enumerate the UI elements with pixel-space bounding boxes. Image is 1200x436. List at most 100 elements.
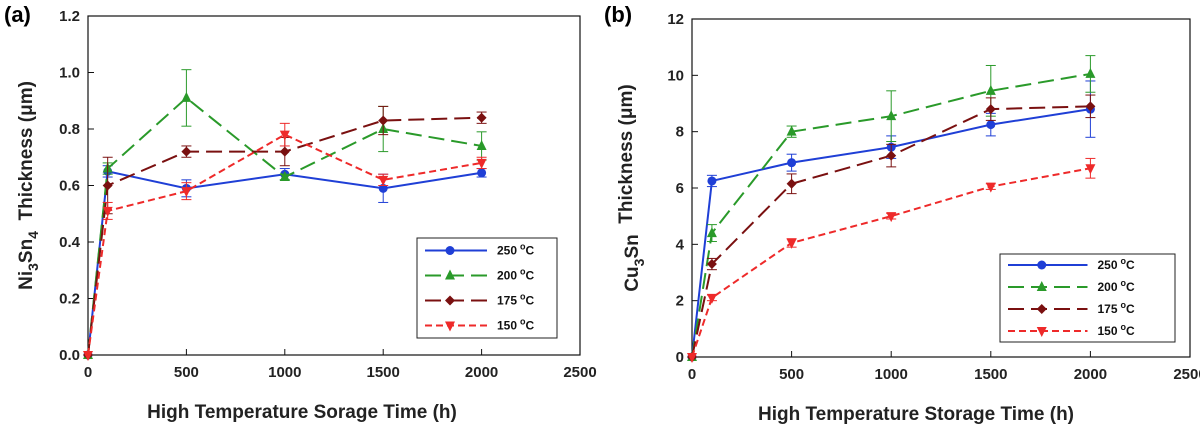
y-axis-title-part: Ni — [16, 271, 37, 290]
y-tick-label: 10 — [667, 67, 684, 84]
series-150 — [687, 157, 1096, 363]
legend-unit: C — [526, 294, 535, 308]
data-point-175 — [279, 146, 290, 157]
data-point-200 — [279, 171, 290, 182]
panel-label: (a) — [4, 2, 31, 27]
data-point-175 — [1085, 101, 1096, 112]
data-point-150 — [786, 238, 797, 249]
chart-panel-a: (a) 0 500 1000 1500 2000 2500 0.0 0.2 0.4 0.6 0.8 1.… — [0, 0, 600, 431]
chart-panel-b: (b) 0 500 1000 1500 2000 2500 0 2 4 6 8 10 12 High Tem… — [600, 0, 1200, 431]
data-point-250 — [787, 158, 797, 168]
legend-box — [999, 253, 1176, 343]
series-line-250 — [691, 108, 1091, 358]
x-tick-label: 1000 — [268, 364, 301, 381]
chart-svg-a: (a) 0 500 1000 1500 2000 2500 0.0 0.2 0.4 0.6 0.8 1.… — [4, 2, 597, 423]
x-tick-label: 1000 — [875, 366, 908, 383]
y-axis-title-part: Cu — [622, 266, 643, 291]
legend-value: 175 — [1098, 302, 1118, 316]
data-point-175 — [378, 115, 389, 126]
legend-marker-200 — [1036, 281, 1047, 291]
legend-value: 250 — [1098, 258, 1118, 272]
data-point-175 — [706, 259, 717, 270]
legend-value: 175 — [497, 294, 517, 308]
y-axis-title-part: Sn — [622, 234, 643, 258]
legend-marker-250 — [1037, 260, 1047, 270]
y-axis-title-part: 3 — [631, 258, 647, 266]
data-point-175 — [181, 146, 192, 157]
y-tick-label: 1.2 — [59, 8, 80, 25]
legend-value: 200 — [497, 269, 517, 283]
legend-label-150: 150 oC — [1098, 322, 1136, 338]
legend-degree: o — [520, 267, 526, 277]
x-tick-label: 2000 — [465, 364, 498, 381]
legend-marker-200 — [445, 269, 455, 280]
legend-label-200: 200 oC — [497, 267, 535, 283]
legend-marker-250 — [445, 246, 455, 255]
legend-unit: C — [526, 319, 535, 333]
legend-unit: C — [526, 244, 535, 258]
y-tick-label: 0.8 — [59, 121, 80, 138]
legend-label-175: 175 oC — [497, 292, 535, 308]
series-150 — [83, 122, 487, 361]
legend-unit: C — [1126, 280, 1135, 294]
legend-unit: C — [1126, 258, 1135, 272]
y-axis-title-part: Thickness (μm) — [16, 81, 37, 231]
y-axis-title-part: Thickness (μm) — [616, 84, 637, 234]
data-point-150 — [985, 182, 996, 193]
data-point-150 — [279, 130, 290, 141]
x-axis-title: High Temperature Storage Time (h) — [758, 404, 1074, 425]
data-point-150 — [476, 158, 487, 169]
data-point-250 — [378, 183, 388, 193]
series-line-200 — [691, 72, 1091, 358]
legend-unit: C — [526, 269, 535, 283]
legend-degree: o — [1121, 256, 1127, 266]
data-point-200 — [786, 125, 797, 136]
legend-degree: o — [520, 292, 526, 302]
x-tick-label: 500 — [174, 364, 199, 381]
y-tick-label: 0 — [676, 349, 684, 366]
data-point-175 — [886, 150, 897, 161]
y-tick-label: 0.2 — [59, 291, 80, 308]
data-point-150 — [1085, 164, 1096, 175]
legend-marker-175 — [1036, 304, 1047, 314]
panel-label: (b) — [604, 2, 632, 27]
x-tick-label: 0 — [688, 366, 696, 383]
legend-label-200: 200 oC — [1098, 278, 1136, 294]
legend-degree: o — [1121, 278, 1127, 288]
data-point-175 — [985, 104, 996, 115]
y-axis-title-part: 3 — [25, 263, 41, 271]
data-point-250 — [707, 176, 717, 186]
data-point-250 — [986, 120, 996, 130]
legend-value: 250 — [497, 244, 517, 258]
legend-degree: o — [520, 242, 526, 252]
y-tick-label: 12 — [667, 11, 684, 28]
data-point-200 — [476, 139, 487, 150]
legend-unit: C — [1126, 302, 1135, 316]
series-line-150 — [87, 133, 482, 356]
x-tick-label: 1500 — [974, 366, 1007, 383]
legend-label-150: 150 oC — [497, 317, 535, 333]
data-point-200 — [1085, 67, 1096, 78]
y-tick-label: 8 — [676, 124, 684, 141]
y-axis-title: Ni3Sn4 Thickness (μm) — [16, 81, 41, 290]
data-point-150 — [378, 175, 389, 186]
x-tick-label: 2500 — [1173, 366, 1200, 383]
x-tick-label: 2500 — [563, 364, 596, 381]
y-axis-title-part: 4 — [25, 231, 41, 239]
data-point-175 — [102, 180, 113, 191]
legend-marker-150 — [445, 321, 455, 332]
data-point-150 — [687, 353, 697, 363]
data-point-175 — [476, 112, 487, 123]
legend-marker-150 — [1036, 327, 1047, 337]
legend-value: 200 — [1098, 280, 1118, 294]
y-tick-label: 1.0 — [59, 65, 80, 82]
x-tick-label: 0 — [84, 364, 92, 381]
y-axis-title-part: Sn — [16, 239, 37, 263]
legend-degree: o — [1121, 300, 1127, 310]
legend-value: 150 — [497, 319, 517, 333]
series-line-175 — [691, 105, 1091, 358]
legend-value: 150 — [1098, 324, 1118, 338]
x-axis-title: High Temperature Sorage Time (h) — [147, 402, 457, 423]
